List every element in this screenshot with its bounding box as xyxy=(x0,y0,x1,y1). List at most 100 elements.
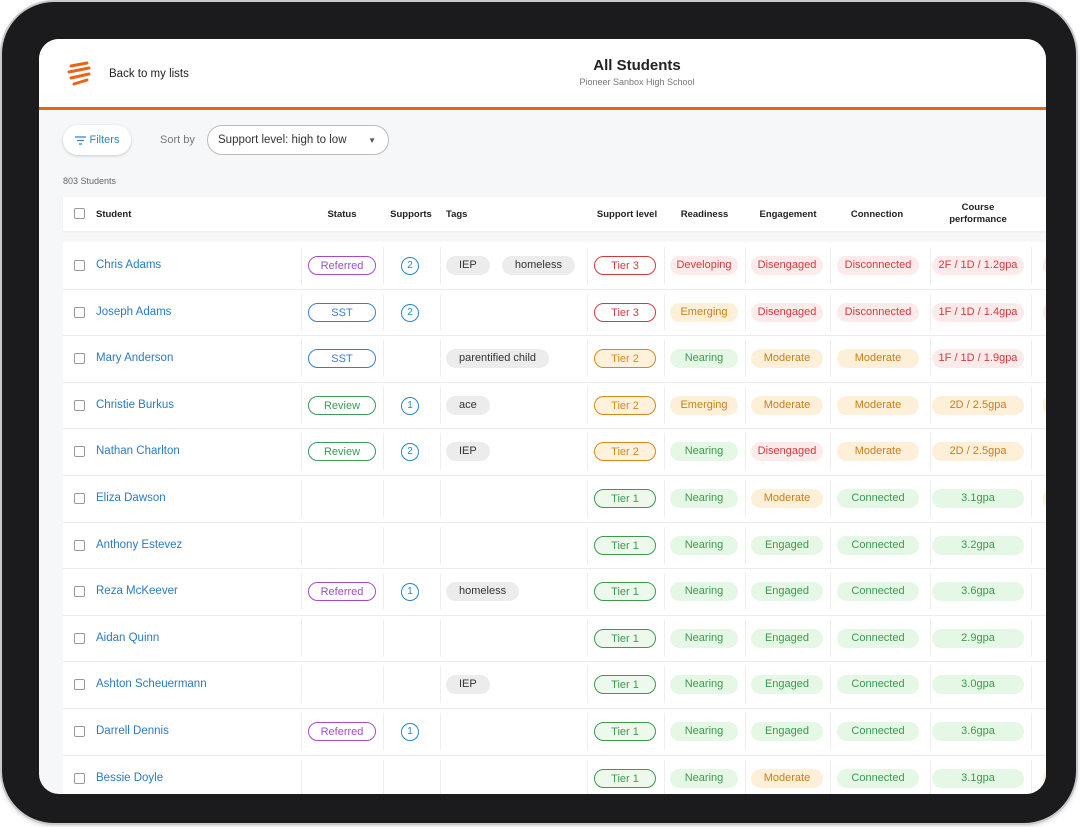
column-divider xyxy=(745,433,746,471)
row-checkbox[interactable] xyxy=(74,632,85,644)
engagement-badge: Engaged xyxy=(751,675,823,695)
table-row[interactable]: Nathan Charlton Review 2 IEP Tier 2 Nearing Di… xyxy=(63,428,1046,476)
row-checkbox[interactable] xyxy=(74,446,85,458)
status-badge[interactable]: Review xyxy=(308,442,376,462)
sort-select[interactable]: Support level: high to low ▼ xyxy=(207,125,389,155)
readiness-badge: Nearing xyxy=(670,535,738,555)
column-divider xyxy=(745,340,746,378)
col-supports[interactable]: Supports xyxy=(390,209,432,220)
tag-chip[interactable]: parentified child xyxy=(446,349,550,369)
student-name-link[interactable]: Darrell Dennis xyxy=(96,725,169,737)
col-course-performance[interactable]: Course performance xyxy=(949,202,1007,225)
col-tags[interactable]: Tags xyxy=(446,209,468,220)
col-student[interactable]: Student xyxy=(96,209,132,220)
column-divider xyxy=(745,713,746,750)
student-name-link[interactable]: Joseph Adams xyxy=(96,305,172,318)
column-divider xyxy=(1031,386,1032,424)
column-divider xyxy=(383,293,384,331)
engagement-badge: Moderate xyxy=(751,395,823,415)
column-divider xyxy=(587,293,588,331)
row-checkbox[interactable] xyxy=(74,539,85,551)
row-checkbox[interactable] xyxy=(74,772,85,784)
column-divider xyxy=(440,247,441,284)
col-engagement[interactable]: Engagement xyxy=(759,209,817,220)
row-checkbox[interactable] xyxy=(74,306,85,318)
table-row[interactable]: Mary Anderson SST parentified child Tier 2 N… xyxy=(63,335,1046,383)
tag-chip[interactable]: IEP xyxy=(446,256,490,275)
column-divider xyxy=(930,247,931,284)
student-name-link[interactable]: Chris Adams xyxy=(96,259,162,271)
connection-badge: Connected xyxy=(837,722,919,741)
engagement-badge: Moderate xyxy=(751,349,823,369)
column-divider xyxy=(745,386,746,424)
supports-count[interactable]: 1 xyxy=(401,583,419,602)
column-divider xyxy=(930,619,931,657)
row-checkbox[interactable] xyxy=(74,260,85,271)
row-checkbox[interactable] xyxy=(74,726,85,737)
status-badge[interactable]: Review xyxy=(308,395,376,415)
student-name-link[interactable]: Aidan Quinn xyxy=(96,631,160,644)
table-row[interactable]: Aidan Quinn Tier 1 Nearing Engaged Connected… xyxy=(63,615,1046,663)
status-badge[interactable]: Referred xyxy=(308,722,376,741)
column-divider xyxy=(745,573,746,611)
row-checkbox[interactable] xyxy=(74,399,85,411)
supports-count[interactable]: 1 xyxy=(401,723,419,741)
status-badge[interactable]: SST xyxy=(308,349,376,369)
student-name-link[interactable]: Reza McKeever xyxy=(96,585,178,598)
sort-by-label: Sort by xyxy=(160,134,195,146)
table-row[interactable]: Eliza Dawson Tier 1 Nearing Moderate Connect… xyxy=(63,475,1046,523)
tag-chip[interactable]: IEP xyxy=(446,442,490,462)
tag-chip[interactable]: IEP xyxy=(446,675,490,695)
student-name-link[interactable]: Nathan Charlton xyxy=(96,445,180,458)
filters-button[interactable]: Filters xyxy=(63,125,131,155)
column-divider xyxy=(930,340,931,378)
table-row[interactable]: Christie Burkus Review 1 ace Tier 2 Emerging M… xyxy=(63,382,1046,430)
column-divider xyxy=(301,666,302,704)
column-divider xyxy=(664,759,665,794)
student-name-link[interactable]: Mary Anderson xyxy=(96,352,174,365)
table-row[interactable]: Darrell Dennis Referred 1 Tier 1 Nearing Enga… xyxy=(63,708,1046,756)
column-divider xyxy=(301,247,302,284)
student-name-link[interactable]: Anthony Estevez xyxy=(96,538,183,551)
table-row[interactable]: Chris Adams Referred 2 IEP homeless Tier 3 Dev… xyxy=(63,242,1046,290)
table-row[interactable]: Bessie Doyle Tier 1 Nearing Moderate Connect… xyxy=(63,755,1046,794)
status-badge[interactable]: Referred xyxy=(308,256,376,275)
student-name-link[interactable]: Ashton Scheuermann xyxy=(96,678,207,691)
row-checkbox[interactable] xyxy=(74,586,85,598)
table-row[interactable]: Reza McKeever Referred 1 homeless Tier 1 Near… xyxy=(63,568,1046,616)
supports-count[interactable]: 2 xyxy=(401,257,419,275)
select-all-checkbox[interactable] xyxy=(74,208,85,219)
table-row[interactable]: Joseph Adams SST 2 Tier 3 Emerging Disengaged… xyxy=(63,289,1046,337)
row-checkbox[interactable] xyxy=(74,353,85,365)
column-divider xyxy=(301,340,302,378)
column-divider xyxy=(930,759,931,794)
back-to-lists-link[interactable]: Back to my lists xyxy=(109,68,189,80)
col-support-level[interactable]: Support level xyxy=(596,209,658,220)
column-divider xyxy=(930,293,931,331)
status-badge[interactable]: SST xyxy=(308,302,376,322)
col-status[interactable]: Status xyxy=(327,209,357,220)
column-divider xyxy=(587,619,588,657)
row-checkbox[interactable] xyxy=(74,679,85,691)
col-readiness[interactable]: Readiness xyxy=(680,209,729,220)
tag-chip[interactable]: homeless xyxy=(446,582,520,602)
table-row[interactable]: Anthony Estevez Tier 1 Nearing Engaged Conne… xyxy=(63,522,1046,570)
supports-count[interactable]: 2 xyxy=(401,443,419,462)
column-divider xyxy=(664,713,665,750)
app-logo-icon[interactable] xyxy=(67,61,93,87)
supports-count[interactable]: 2 xyxy=(401,303,419,322)
connection-badge: Moderate xyxy=(837,395,919,415)
supports-count[interactable]: 1 xyxy=(401,396,419,415)
support-level-badge: Tier 1 xyxy=(594,722,656,741)
table-row[interactable]: Ashton Scheuermann IEP Tier 1 Nearing Engage… xyxy=(63,661,1046,709)
column-divider xyxy=(1031,573,1032,611)
tag-chip[interactable]: ace xyxy=(446,395,490,415)
column-divider xyxy=(440,480,441,517)
student-name-link[interactable]: Eliza Dawson xyxy=(96,492,166,504)
col-connection[interactable]: Connection xyxy=(850,209,904,220)
status-badge[interactable]: Referred xyxy=(308,582,376,602)
tag-chip[interactable]: homeless xyxy=(501,256,575,275)
student-name-link[interactable]: Christie Burkus xyxy=(96,398,174,411)
row-checkbox[interactable] xyxy=(74,493,85,504)
student-name-link[interactable]: Bessie Doyle xyxy=(96,771,164,784)
